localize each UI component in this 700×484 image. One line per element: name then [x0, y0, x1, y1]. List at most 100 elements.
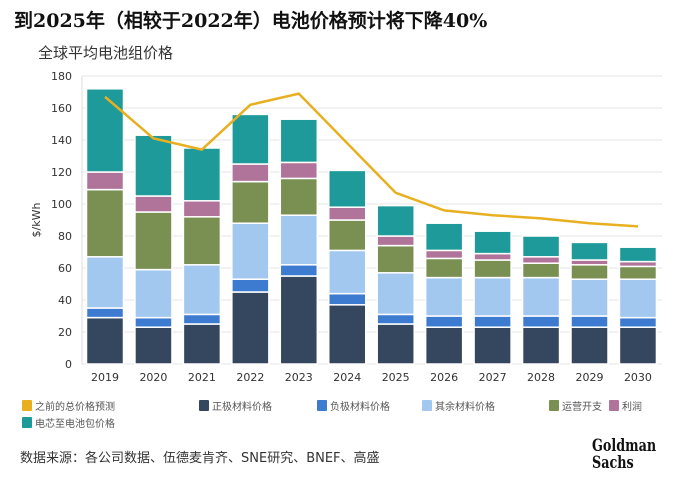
bar-segment [376, 244, 415, 274]
x-tick-label: 2029 [576, 371, 604, 384]
y-tick-label: 120 [51, 166, 72, 179]
bar-segment [85, 171, 125, 191]
bar-segment [473, 326, 512, 365]
legend-item: 电芯至电池包价格 [22, 415, 115, 430]
bar-segment [424, 249, 464, 260]
bar-segment [328, 249, 367, 295]
bar-segment [521, 326, 561, 365]
legend-swatch [422, 400, 432, 411]
bar-segment [134, 268, 173, 319]
bar-segment [521, 276, 561, 317]
bar-segment [618, 326, 658, 365]
legend-swatch [22, 400, 32, 411]
bar-segment [231, 180, 270, 224]
bar-segment [328, 206, 367, 221]
bar-segment [182, 200, 222, 218]
x-tick-label: 2023 [285, 371, 313, 384]
legend-label: 正极材料价格 [212, 402, 272, 413]
bar-segment [231, 291, 270, 365]
bar-segment [182, 147, 222, 202]
y-tick-label: 80 [58, 230, 72, 243]
goldman-sachs-logo: Goldman Sachs [592, 436, 657, 473]
bar-segment [521, 315, 561, 328]
y-tick-label: 60 [58, 262, 72, 275]
legend-item: 正极材料价格 [199, 398, 272, 413]
bar-segment [473, 230, 512, 255]
bar-segment [279, 214, 319, 266]
y-tick-label: 20 [58, 326, 72, 339]
x-tick-label: 2027 [479, 371, 507, 384]
y-tick-label: 160 [51, 102, 72, 115]
x-tick-label: 2022 [236, 371, 264, 384]
forecast-line [104, 92, 639, 228]
bar-segment [521, 235, 561, 258]
bar-segment [182, 216, 222, 266]
y-axis-label: $/kWh [30, 203, 43, 238]
bar-segment [85, 188, 125, 258]
bar-segment [231, 163, 270, 183]
bar-segment [134, 316, 173, 328]
bar-segment [424, 315, 464, 328]
x-tick-label: 2025 [382, 371, 410, 384]
bar-segment [85, 316, 125, 365]
y-tick-label: 140 [51, 134, 72, 147]
bar-segment [328, 292, 367, 306]
x-tick-label: 2020 [139, 371, 167, 384]
legend-swatch [609, 400, 619, 411]
legend-label: 运营开支 [562, 402, 602, 413]
x-tick-label: 2028 [527, 371, 555, 384]
bar-segment [570, 241, 609, 261]
legend-label: 之前的总价格预测 [35, 402, 115, 413]
bar-segment [473, 315, 512, 328]
y-tick-label: 100 [51, 198, 72, 211]
bar-segment [85, 256, 125, 309]
legend-label: 电芯至电池包价格 [35, 419, 115, 430]
bar-segment [231, 222, 270, 280]
bar-segment [376, 323, 415, 365]
bar-segment [328, 219, 367, 252]
bar-segment [85, 88, 125, 173]
x-tick-label: 2021 [188, 371, 216, 384]
bar-segment [279, 275, 319, 365]
legend-swatch [199, 400, 209, 411]
bar-segment [134, 195, 173, 213]
bar-segment [473, 259, 512, 279]
bar-segment [328, 169, 367, 208]
legend-item: 运营开支 [549, 398, 602, 413]
bar-segment [376, 235, 415, 247]
bar-segment [279, 161, 319, 180]
bar-segment [570, 264, 609, 280]
bar-segment [182, 264, 222, 316]
bar-segment [424, 326, 464, 365]
bar-segment [570, 278, 609, 317]
legend-swatch [317, 400, 327, 411]
bar-segment [85, 307, 125, 319]
legend-item: 利润 [609, 398, 642, 413]
stacked-bar-chart: 0 20 40 60 80 100 120 140 160 180 $/kWh 2019 2020 202… [30, 70, 662, 384]
bar-segment [134, 326, 173, 365]
legend-label: 利润 [622, 402, 642, 413]
bar-segment [424, 276, 464, 317]
y-tick-label: 0 [65, 358, 72, 371]
bar-segment [618, 265, 658, 280]
x-tick-label: 2026 [430, 371, 458, 384]
chart-title: 到2025年（相较于2022年）电池价格预计将下降40% [14, 10, 488, 32]
x-tick-label: 2019 [91, 371, 119, 384]
bar-segment [279, 177, 319, 216]
bar-segment [424, 257, 464, 279]
x-tick-label: 2030 [624, 371, 652, 384]
legend-item: 之前的总价格预测 [22, 398, 115, 413]
bar-segment [279, 118, 319, 164]
chart-subtitle: 全球平均电池组价格 [38, 44, 174, 62]
bar-segment [231, 113, 270, 165]
bar-segment [134, 134, 173, 197]
legend-label: 负极材料价格 [330, 402, 390, 413]
bar-segment [473, 276, 512, 317]
bar-segment [376, 204, 415, 237]
source-note: 数据来源：各公司数据、伍德麦肯齐、SNE研究、BNEF、高盛 [20, 451, 380, 466]
bar-segment [618, 246, 658, 263]
legend-swatch [549, 400, 559, 411]
bar-segment [570, 326, 609, 365]
legend-label: 其余材料价格 [435, 402, 495, 413]
bar-segment [473, 252, 512, 261]
